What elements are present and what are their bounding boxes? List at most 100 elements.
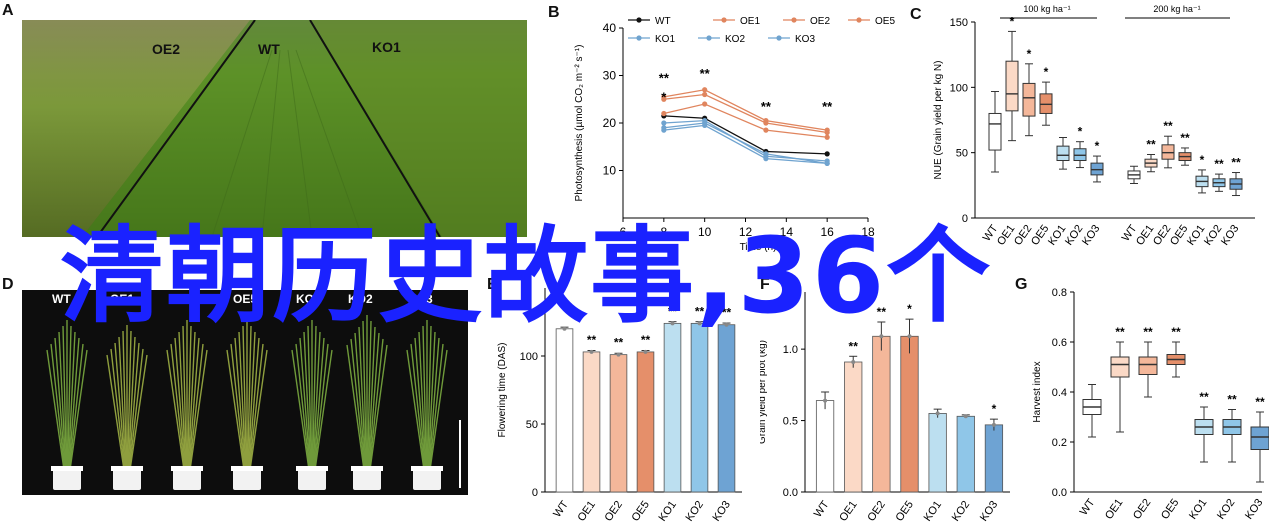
- plant-label-ko1: KO1: [296, 292, 321, 306]
- plant-pot-rim: [296, 466, 328, 471]
- plant-leaf: [422, 325, 428, 471]
- plant-label-ko2: KO2: [348, 292, 373, 306]
- plant-leaf: [238, 331, 247, 471]
- plant-leaf: [418, 331, 427, 471]
- x-tick-label: OE2: [1131, 497, 1153, 522]
- plant-leaf: [189, 349, 208, 471]
- data-point: [907, 334, 912, 339]
- bar: [928, 413, 947, 493]
- plant-leaf: [54, 337, 66, 471]
- significance-marker: *: [1010, 14, 1015, 28]
- plant-leaf: [428, 343, 444, 471]
- plant: [291, 320, 333, 490]
- plant-label-oe2: OE2: [171, 292, 196, 306]
- data-point: [702, 101, 708, 107]
- plant-leaf: [429, 349, 448, 471]
- legend-entry: OE2: [810, 16, 830, 27]
- box: [1138, 356, 1158, 375]
- y-tick-label: 30: [603, 69, 617, 83]
- data-point: [763, 120, 769, 126]
- series-line: [663, 115, 828, 155]
- plant-leaf: [307, 325, 313, 471]
- x-tick-label: KO1: [657, 499, 679, 524]
- plants-drawing: [46, 315, 461, 490]
- x-tick-label: OE1: [837, 499, 859, 524]
- plant-leaf: [242, 325, 248, 471]
- panel-letter-e: E: [487, 276, 498, 293]
- plant-leaf: [122, 330, 128, 471]
- plant-leaf: [295, 343, 311, 471]
- data-point: [562, 326, 567, 331]
- significance-marker: **: [695, 304, 705, 318]
- x-tick-label: 6: [620, 225, 627, 239]
- x-tick-label: KO3: [978, 499, 1000, 524]
- bar: [872, 335, 891, 493]
- legend-entry: OE5: [875, 16, 895, 27]
- significance-marker: **: [1255, 395, 1265, 409]
- plant-leaf: [368, 332, 380, 471]
- significance-marker: **: [1227, 393, 1237, 407]
- data-point: [697, 321, 702, 326]
- significance-marker: **: [1163, 119, 1173, 133]
- x-tick-label: 10: [698, 225, 712, 239]
- significance-marker: *: [1044, 65, 1049, 79]
- x-axis-label: Time (h): [740, 242, 777, 253]
- bar: [956, 415, 975, 493]
- data-point: [824, 134, 830, 140]
- plant-leaf: [66, 325, 72, 471]
- bar: [815, 400, 835, 493]
- significance-marker: **: [722, 306, 732, 320]
- plants-photo: WT OE1 OE2 OE5 KO1 KO2 KO3: [22, 290, 468, 495]
- group-label: 200 kg ha⁻¹: [1153, 4, 1200, 14]
- plant-leaf: [170, 343, 186, 471]
- plant-leaf: [230, 343, 246, 471]
- field-label-wt: WT: [258, 41, 280, 57]
- significance-marker: *: [992, 402, 997, 416]
- significance-marker: **: [761, 99, 772, 114]
- panel-letter-a: A: [2, 2, 14, 19]
- plant-leaf: [129, 354, 148, 471]
- plant-leaf: [226, 349, 245, 471]
- y-tick-label: 100: [520, 351, 538, 363]
- plant-label-oe5: OE5: [233, 292, 258, 306]
- y-tick-label: 1.0: [783, 344, 798, 356]
- plant: [346, 315, 388, 490]
- plant: [106, 325, 148, 490]
- x-tick-label: OE2: [603, 499, 625, 524]
- y-tick-label: 0: [962, 213, 968, 225]
- x-tick-label: OE1: [1103, 497, 1125, 522]
- y-tick-label: 0.0: [1052, 487, 1067, 499]
- plant-leaf: [299, 337, 311, 471]
- significance-marker: **: [700, 66, 711, 81]
- plant-leaf: [188, 343, 204, 471]
- plant-pot-rim: [231, 466, 263, 471]
- x-tick-label: KO2: [1215, 497, 1237, 522]
- plant-leaf: [186, 325, 192, 471]
- plant-pot: [353, 468, 381, 490]
- plant-pot-rim: [171, 466, 203, 471]
- data-point: [963, 414, 968, 419]
- bar: [717, 324, 736, 493]
- y-tick-label: 150: [950, 17, 968, 29]
- plant-leaf: [128, 342, 140, 471]
- significance-marker: **: [1214, 157, 1224, 171]
- x-tick-label: KO3: [1243, 497, 1265, 522]
- series-line: [663, 89, 828, 131]
- plant-leaf: [106, 354, 125, 471]
- field-label-oe2: OE2: [152, 41, 181, 57]
- bar: [900, 335, 919, 493]
- x-tick-label: KO3: [711, 499, 733, 524]
- plant-leaf: [350, 338, 366, 471]
- plant-leaf: [410, 343, 426, 471]
- panel-letter-d: D: [2, 276, 14, 293]
- plant-label-ko3: KO3: [408, 292, 433, 306]
- plant-leaf: [303, 331, 312, 471]
- data-point: [661, 120, 667, 126]
- plant-pot: [298, 468, 326, 490]
- series-line: [663, 103, 828, 138]
- plant-leaf: [248, 337, 260, 471]
- legend-entry: OE1: [740, 16, 760, 27]
- plant-leaf: [69, 349, 88, 471]
- legend-entry: KO2: [725, 34, 745, 45]
